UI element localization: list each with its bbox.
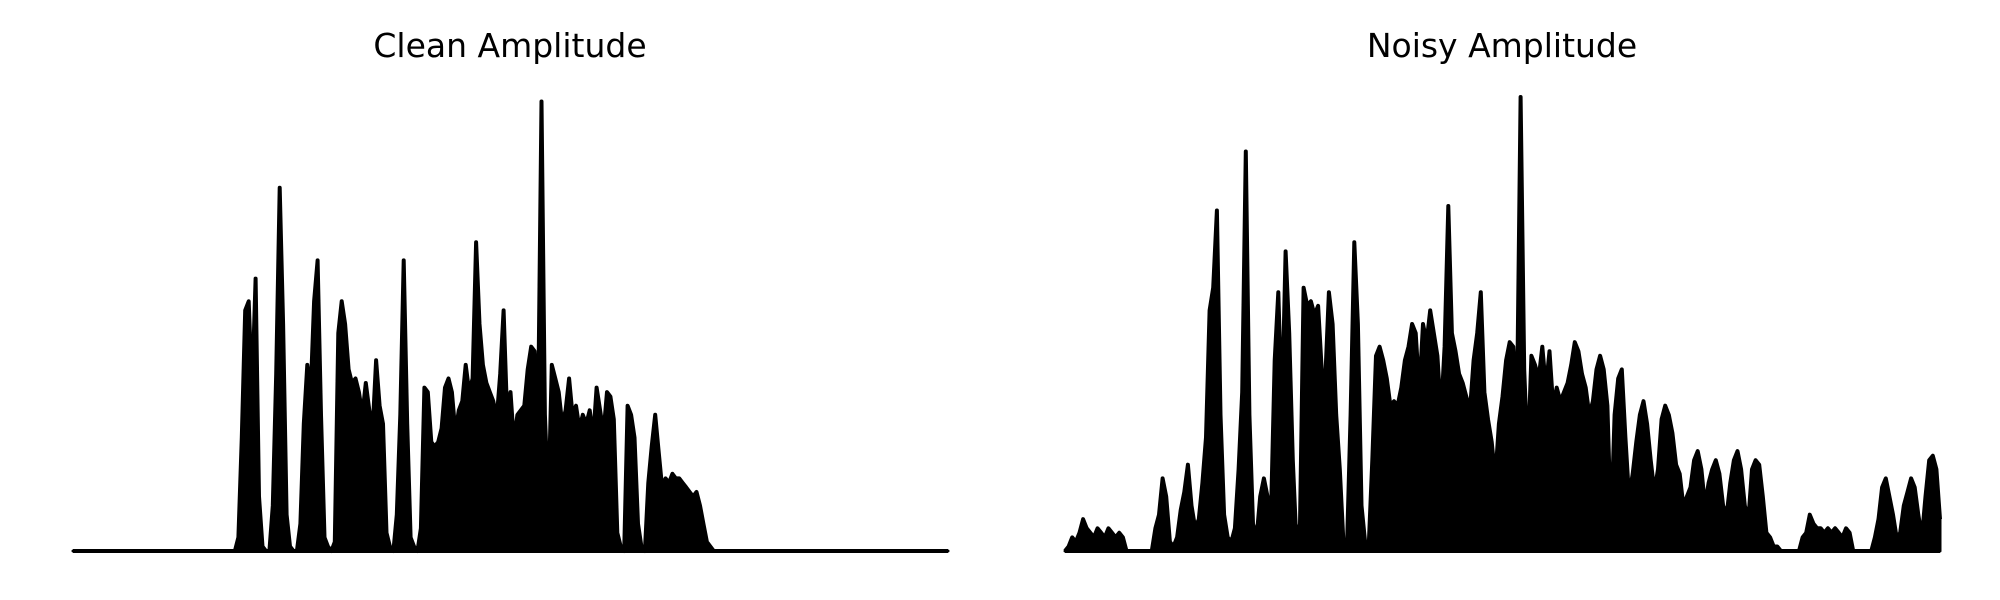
panel-clean: Clean Amplitude — [71, 26, 950, 553]
clean-panel-title: Clean Amplitude — [373, 26, 646, 65]
noisy-panel-title: Noisy Amplitude — [1367, 26, 1637, 65]
panel-noisy: Noisy Amplitude — [1063, 26, 1942, 553]
clean-amplitude-series — [71, 99, 950, 553]
noisy-amplitude-series — [1063, 95, 1942, 553]
